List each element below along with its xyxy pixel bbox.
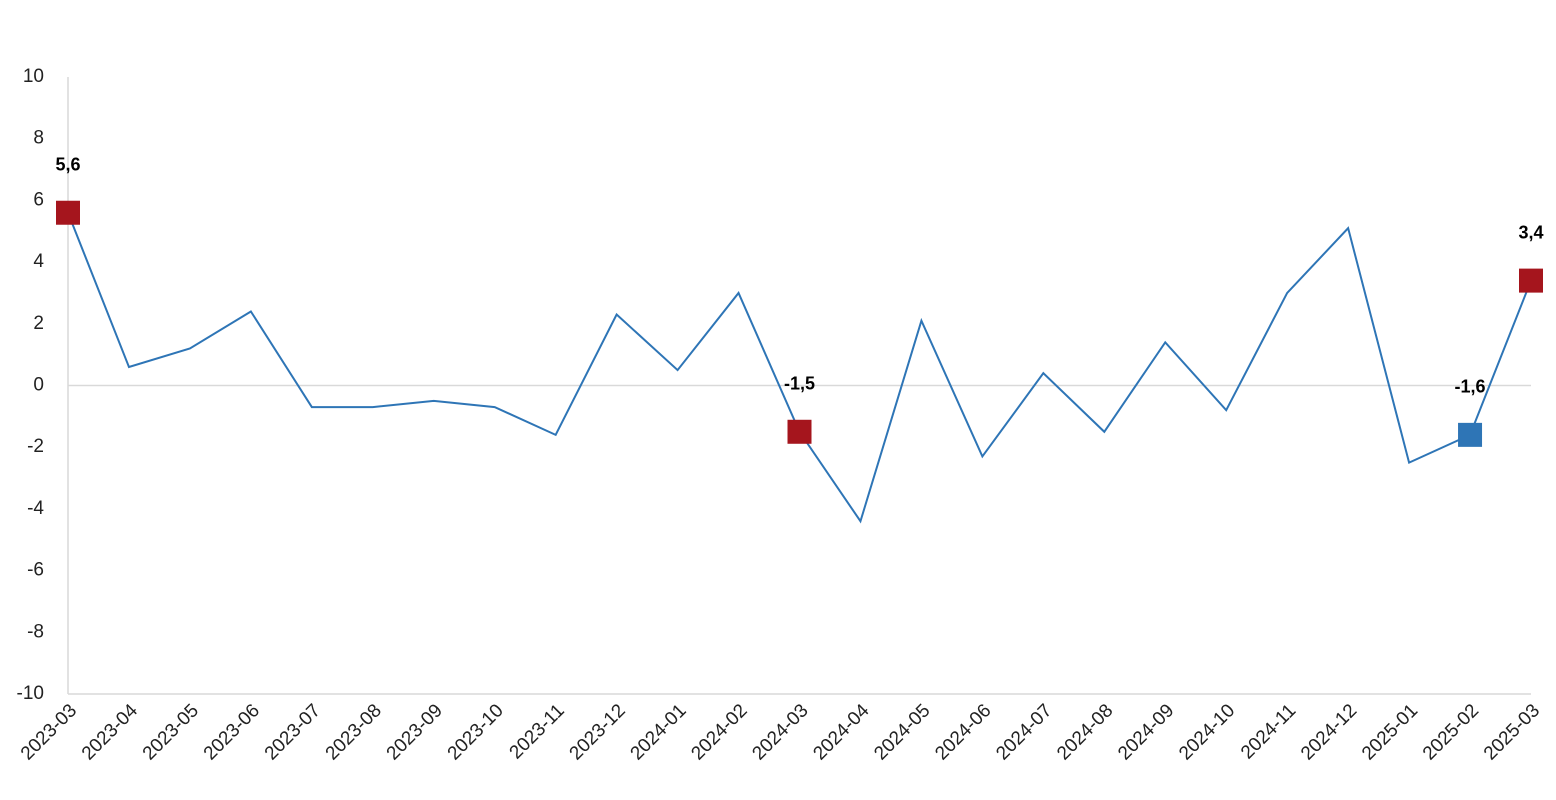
- y-tick-label: -4: [27, 498, 44, 519]
- x-tick-label: 2024-05: [870, 700, 934, 764]
- x-tick-label: 2024-12: [1297, 700, 1361, 764]
- y-tick-label: -10: [17, 683, 44, 704]
- y-tick-label: 6: [33, 189, 44, 210]
- x-tick-label: 2023-05: [139, 700, 203, 764]
- marker: [1458, 422, 1483, 447]
- y-tick-label: 0: [33, 375, 44, 396]
- x-tick-label: 2024-03: [748, 700, 812, 764]
- x-tick-label: 2023-03: [17, 700, 81, 764]
- x-tick-label: 2023-07: [261, 700, 325, 764]
- y-tick-label: 8: [33, 128, 44, 149]
- x-tick-label: 2024-06: [931, 700, 995, 764]
- y-tick-label: 4: [33, 251, 44, 272]
- data-label: -1,5: [784, 374, 815, 394]
- x-tick-label: 2024-01: [627, 700, 691, 764]
- data-label: 5,6: [55, 154, 80, 174]
- x-tick-label: 2023-06: [200, 700, 264, 764]
- data-label: -1,6: [1455, 377, 1486, 397]
- x-tick-label: 2023-10: [444, 700, 508, 764]
- x-tick-label: 2024-11: [1237, 700, 1300, 763]
- line: [67, 212, 1532, 524]
- x-tick-label: 2025-01: [1358, 700, 1422, 764]
- x-tick-label: 2024-10: [1175, 700, 1239, 764]
- marker: [1519, 268, 1543, 293]
- x-tick-label: 2024-08: [1053, 700, 1117, 764]
- x-tick-label: 2024-07: [992, 700, 1056, 764]
- y-tick-label: -6: [27, 560, 44, 581]
- x-tick-label: 2023-09: [383, 700, 447, 764]
- marker: [56, 200, 80, 225]
- x-tick-label: 2024-02: [687, 700, 751, 764]
- x-tick-label: 2024-04: [809, 700, 873, 764]
- y-tick-label: -8: [27, 621, 44, 642]
- x-tick-label: 2024-09: [1114, 700, 1178, 764]
- x-tick-label: 2023-04: [78, 700, 142, 764]
- x-tick-label: 2023-08: [322, 700, 386, 764]
- x-tick-label: 2025-02: [1419, 700, 1483, 764]
- x-tick-label: 2023-12: [566, 700, 630, 764]
- marker: [787, 419, 812, 444]
- data-label: 3,4: [1518, 222, 1543, 242]
- y-tick-label: -2: [27, 436, 44, 457]
- x-tick-label: 2025-03: [1480, 700, 1544, 764]
- x-tick-label: 2023-11: [506, 700, 569, 763]
- y-tick-label: 10: [23, 66, 44, 87]
- y-tick-label: 2: [33, 313, 44, 334]
